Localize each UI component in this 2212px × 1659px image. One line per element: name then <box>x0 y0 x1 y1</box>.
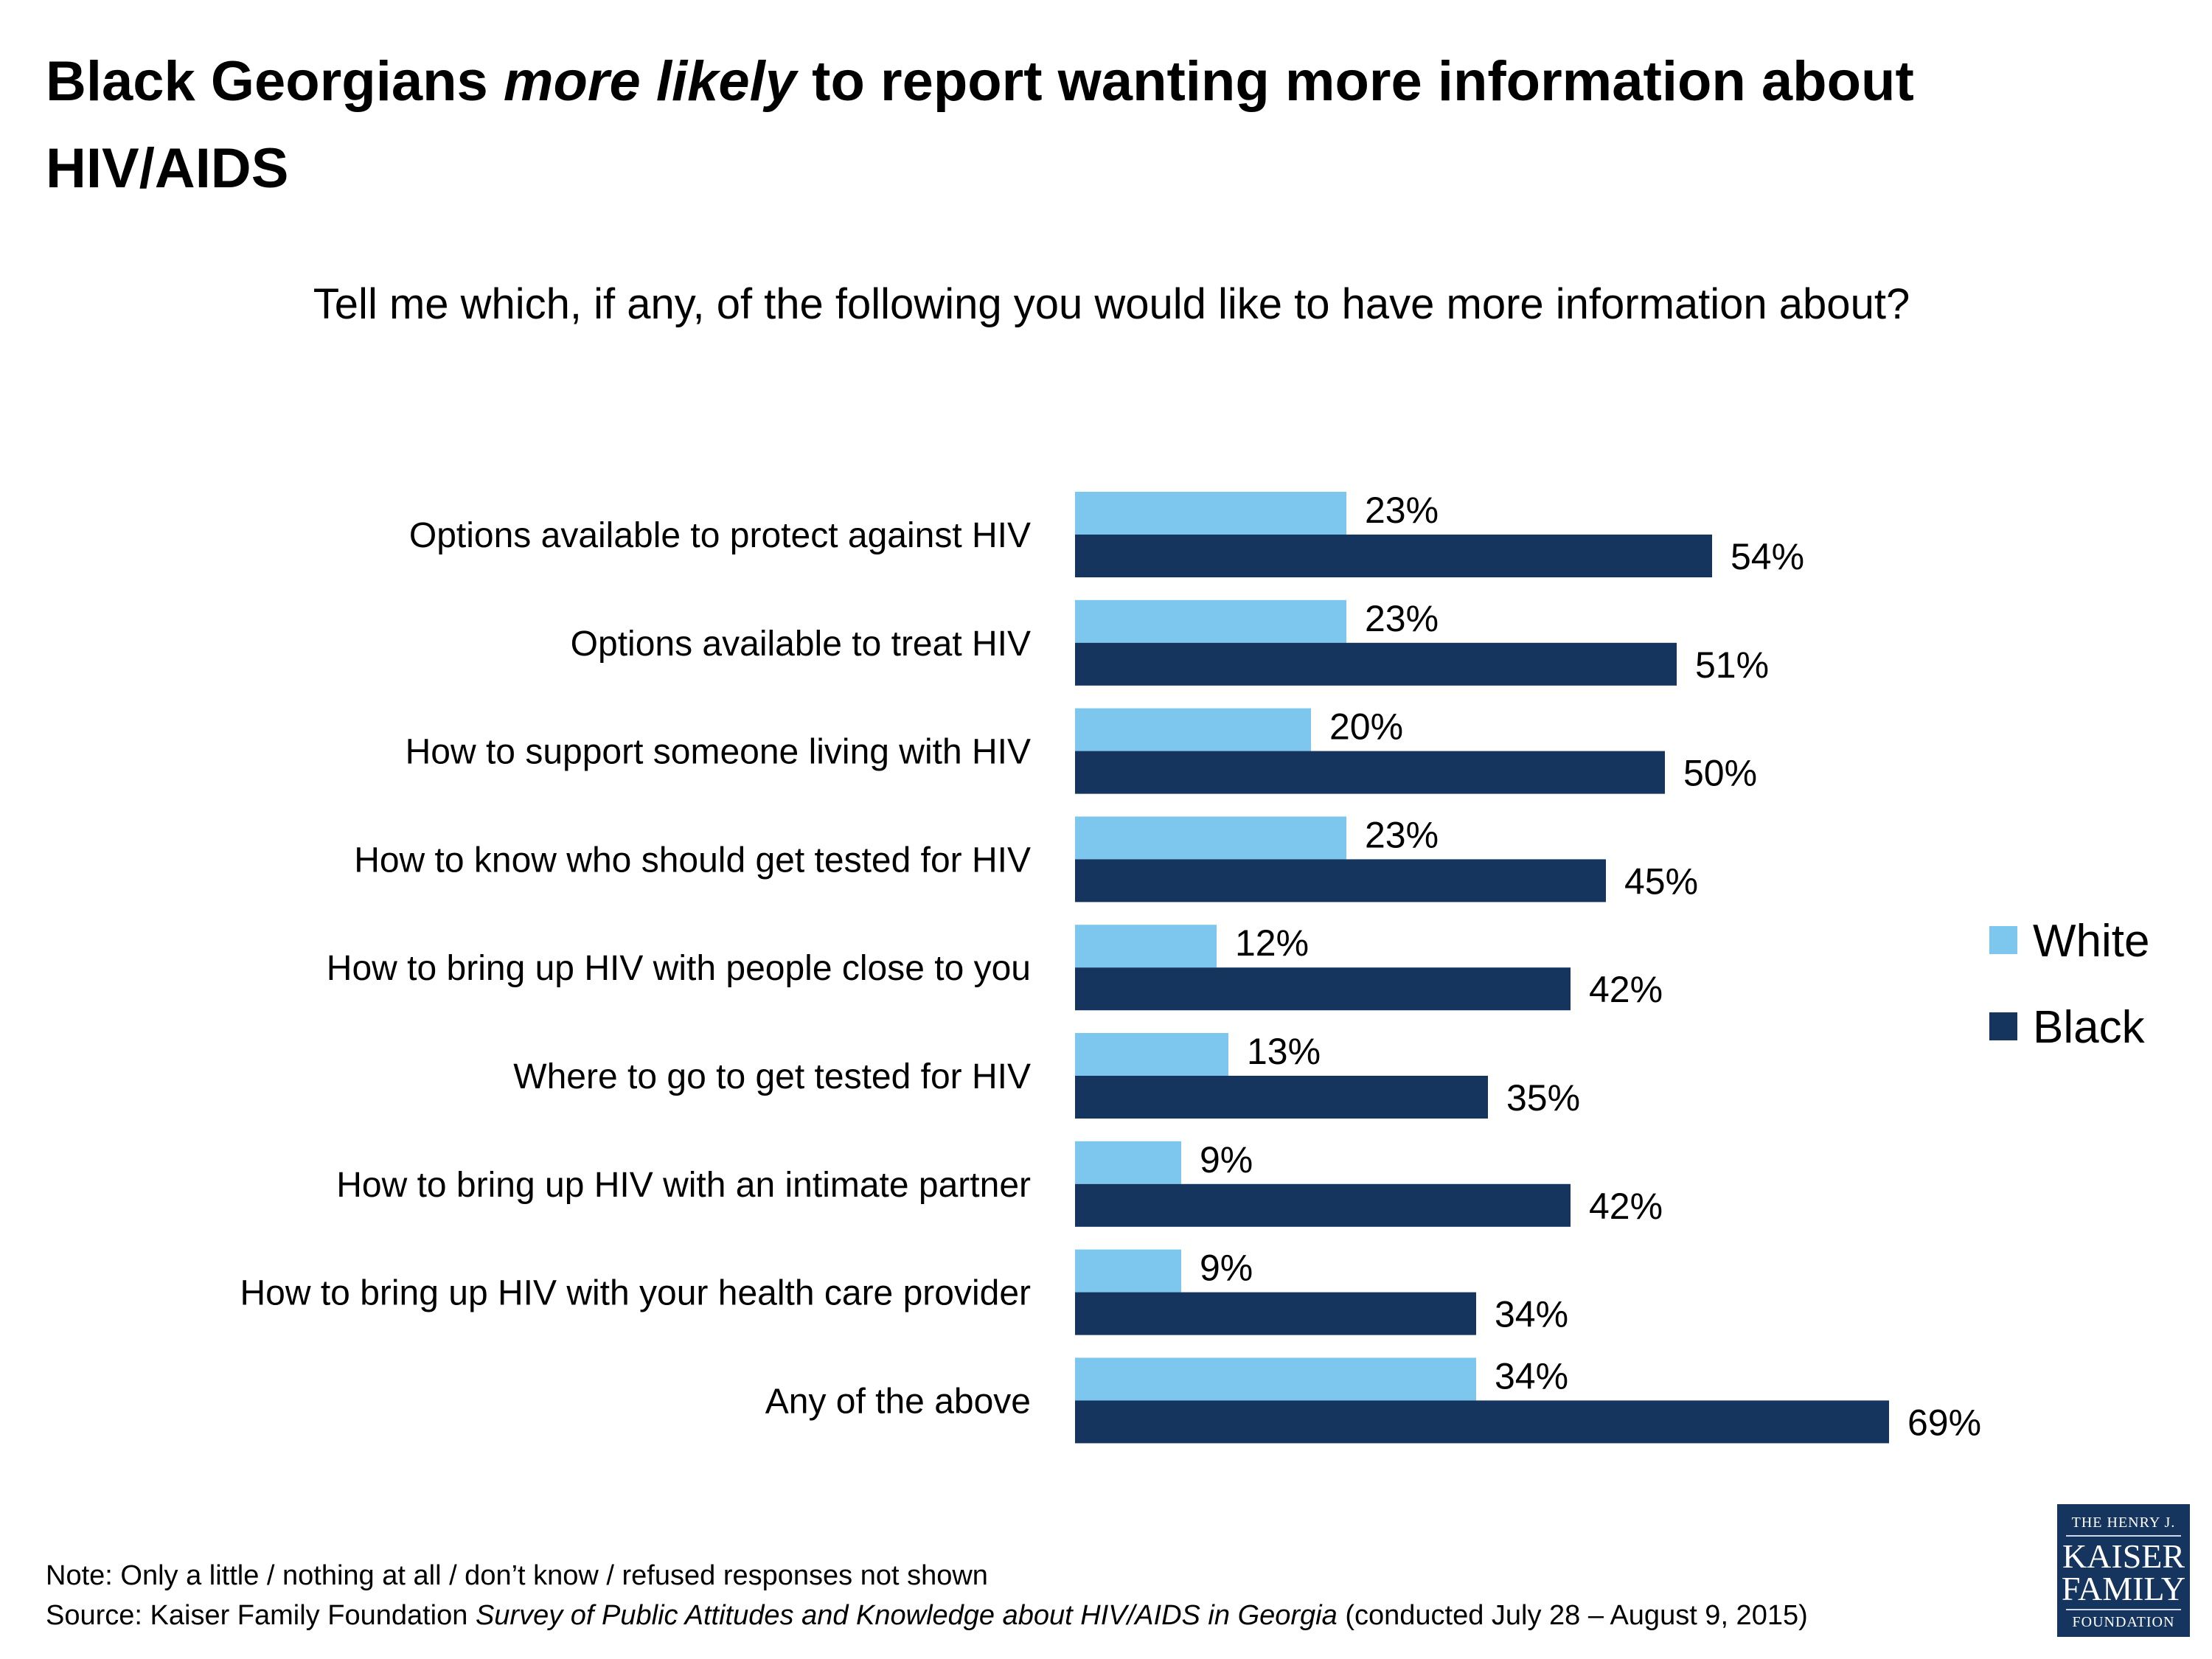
source-prefix: Source: Kaiser Family Foundation <box>46 1600 476 1631</box>
bar-black <box>1075 1292 1476 1335</box>
category-label: How to bring up HIV with an intimate par… <box>336 1166 1031 1205</box>
title-emphasis: more likely <box>503 50 797 113</box>
bar-white <box>1075 1357 1476 1401</box>
survey-question: Tell me which, if any, of the following … <box>313 280 1910 328</box>
logo-line: FAMILY <box>2061 1570 2186 1607</box>
bar-black <box>1075 859 1606 902</box>
bar-white <box>1075 816 1346 860</box>
category-label: Options available to treat HIV <box>571 625 1031 664</box>
category-label: How to bring up HIV with people close to… <box>327 949 1031 988</box>
data-label: 45% <box>1624 860 1698 902</box>
category-label: How to know who should get tested for HI… <box>354 841 1031 880</box>
footnote: Note: Only a little / nothing at all / d… <box>46 1556 1808 1635</box>
data-label: 9% <box>1200 1248 1253 1289</box>
legend-swatch-white <box>1989 926 2017 954</box>
data-label: 9% <box>1200 1139 1253 1180</box>
data-label: 50% <box>1683 753 1757 794</box>
bar-white <box>1075 708 1311 751</box>
kff-logo: THE HENRY J. KAISER FAMILY FOUNDATION <box>2057 1504 2190 1637</box>
data-label: 42% <box>1589 1186 1663 1227</box>
data-label: 54% <box>1731 536 1804 577</box>
bar-black <box>1075 1076 1488 1119</box>
data-label: 13% <box>1247 1031 1321 1072</box>
data-label: 23% <box>1365 814 1439 855</box>
note-text: Note: Only a little / nothing at all / d… <box>46 1560 988 1591</box>
data-label: 12% <box>1235 922 1309 964</box>
category-label: Any of the above <box>765 1382 1031 1421</box>
data-label: 23% <box>1365 490 1439 531</box>
bar-white <box>1075 925 1217 968</box>
category-label: Where to go to get tested for HIV <box>513 1057 1031 1096</box>
data-label: 69% <box>1907 1402 1981 1443</box>
title-text: Black Georgians <box>46 50 504 113</box>
data-label: 35% <box>1506 1077 1580 1119</box>
bar-black <box>1075 1400 1889 1444</box>
source-survey-name: Survey of Public Attitudes and Knowledge… <box>475 1600 1338 1631</box>
bar-white <box>1075 1141 1181 1184</box>
legend-swatch-black <box>1989 1012 2017 1040</box>
category-label: How to support someone living with HIV <box>406 733 1031 772</box>
source-text: Source: Kaiser Family Foundation Survey … <box>46 1596 1808 1635</box>
data-label: 34% <box>1495 1355 1568 1397</box>
bar-chart: Options available to protect against HIV… <box>240 490 2149 1444</box>
bar-white <box>1075 1249 1181 1293</box>
bar-black <box>1075 642 1677 686</box>
bar-black <box>1075 535 1712 577</box>
data-label: 23% <box>1365 598 1439 639</box>
data-label: 51% <box>1695 644 1769 686</box>
bar-black <box>1075 967 1571 1011</box>
logo-line: KAISER <box>2062 1537 2185 1575</box>
title-text-end: to report wanting more information about… <box>46 50 1914 200</box>
bar-white <box>1075 599 1346 643</box>
logo-line: FOUNDATION <box>2072 1614 2175 1630</box>
chart-title: Black Georgians more likely to report wa… <box>46 38 2110 212</box>
bar-white <box>1075 1033 1228 1076</box>
category-label: Options available to protect against HIV <box>409 516 1031 555</box>
bar-black <box>1075 751 1665 794</box>
source-suffix: (conducted July 28 – August 9, 2015) <box>1337 1600 1808 1631</box>
logo-line: THE HENRY J. <box>2071 1514 2176 1531</box>
bar-white <box>1075 492 1346 535</box>
data-label: 20% <box>1329 706 1403 748</box>
data-label: 34% <box>1495 1294 1568 1335</box>
bar-black <box>1075 1183 1571 1227</box>
category-label: How to bring up HIV with your health car… <box>240 1274 1031 1313</box>
legend-label-white: White <box>2033 916 2149 967</box>
legend-label-black: Black <box>2033 1002 2146 1053</box>
data-label: 42% <box>1589 969 1663 1010</box>
